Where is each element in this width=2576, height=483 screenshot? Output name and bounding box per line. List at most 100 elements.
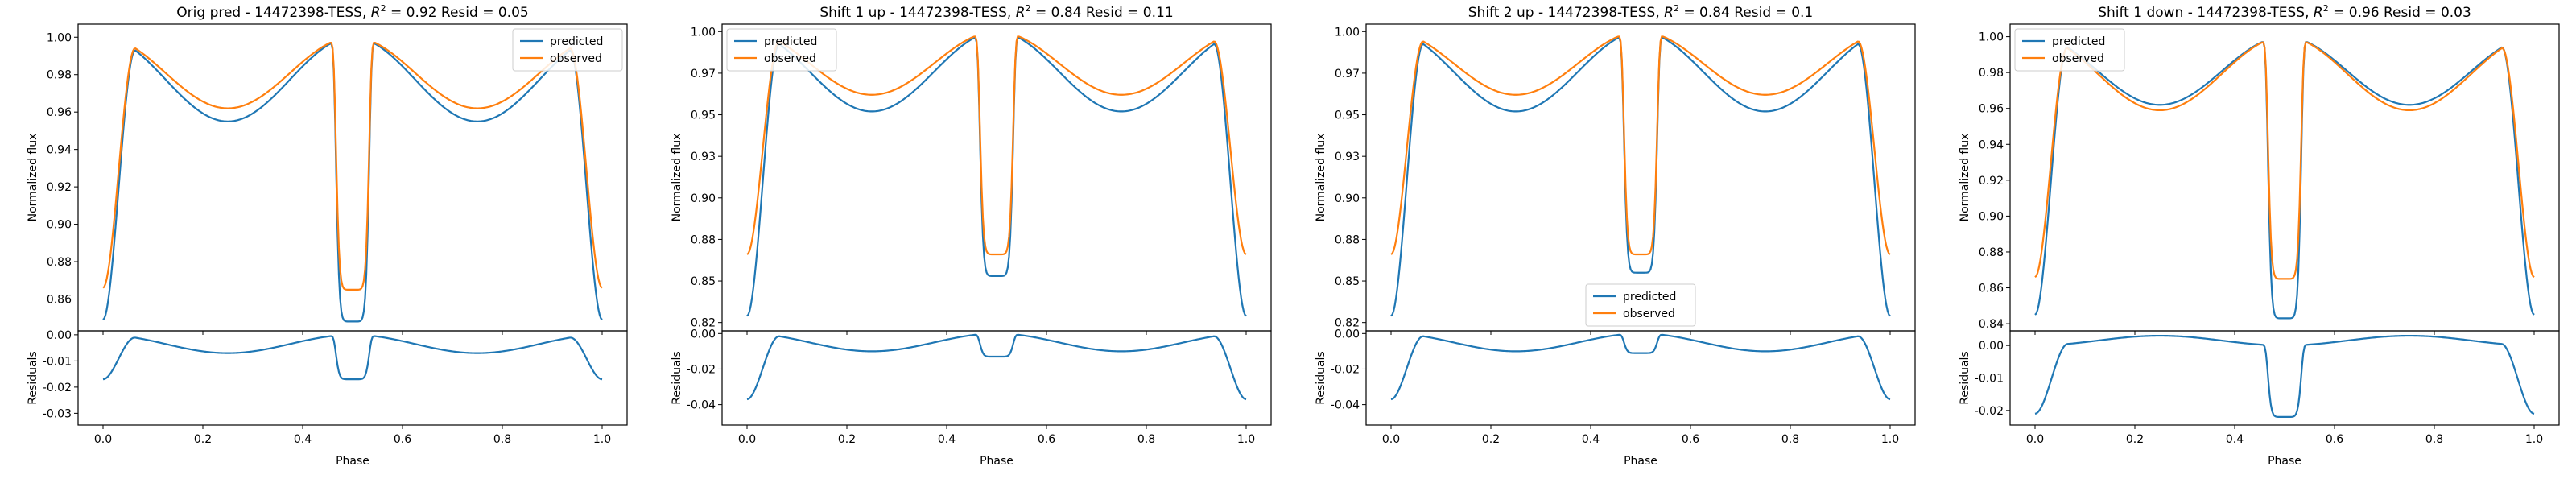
legend: predicted observed: [2014, 28, 2125, 72]
residual-line: [1390, 333, 1891, 401]
resid-ytick-label: -0.04: [1331, 399, 1360, 412]
flux-ytick-label: 1.00: [1979, 31, 2004, 44]
legend-label-predicted: predicted: [2052, 35, 2105, 48]
flux-ytick-label: 0.88: [1335, 233, 1360, 246]
chart-title: Orig pred - 14472398-TESS, R2 = 0.92 Res…: [176, 3, 528, 21]
flux-ytick-label: 0.93: [691, 151, 716, 163]
y-axis-label: Normalized flux: [1315, 134, 1327, 222]
xtick-label: 0.8: [1137, 433, 1155, 446]
xtick-label: 0.8: [2425, 433, 2443, 446]
flux-ytick-label: 0.88: [1979, 246, 2004, 259]
flux-ytick-label: 0.82: [691, 317, 716, 330]
flux-ytick-label: 0.97: [1335, 68, 1360, 80]
legend-box: [2014, 28, 2125, 72]
flux-ytick-label: 0.97: [691, 68, 716, 80]
flux-ytick-label: 0.94: [1979, 138, 2004, 151]
resid-ytick-label: -0.01: [43, 355, 72, 368]
resid-ytick-label: 0.00: [1979, 340, 2004, 353]
flux-ytick-label: 0.86: [47, 294, 72, 307]
flux-ytick-label: 1.00: [691, 26, 716, 39]
xtick-label: 0.6: [1682, 433, 1699, 446]
residual-axes-frame: [77, 330, 628, 426]
xtick-label: 0.2: [2126, 433, 2144, 446]
legend-label-predicted: predicted: [550, 35, 603, 48]
residual-axes-frame: [2009, 330, 2560, 426]
flux-ytick-label: 0.88: [691, 233, 716, 246]
series-line-observed: [102, 42, 603, 291]
resid-ytick-label: -0.01: [1975, 373, 2004, 386]
flux-ytick-label: 0.90: [691, 192, 716, 205]
resid-ytick-label: 0.00: [1335, 328, 1360, 341]
residual-axis-label: Residuals: [671, 351, 683, 404]
flux-ytick-label: 0.94: [47, 144, 72, 157]
flux-ytick-label: 0.90: [1335, 192, 1360, 205]
legend-label-observed: observed: [550, 52, 602, 65]
xtick-label: 0.4: [938, 433, 956, 446]
resid-ytick-label: -0.02: [687, 363, 716, 376]
flux-ytick-label: 0.90: [47, 219, 72, 232]
resid-ytick-label: -0.02: [1331, 363, 1360, 376]
flux-ytick-label: 0.92: [1979, 175, 2004, 188]
chart-panel-1: Orig pred - 14472398-TESS, R2 = 0.92 Res…: [27, 3, 628, 468]
series-line-predicted: [746, 36, 1247, 317]
residual-line: [2034, 334, 2535, 419]
xtick-label: 0.0: [1382, 433, 1400, 446]
xtick-label: 0.4: [294, 433, 312, 446]
xtick-label: 0.2: [1482, 433, 1500, 446]
xtick-label: 0.8: [493, 433, 511, 446]
flux-ytick-label: 0.98: [1979, 67, 2004, 80]
legend: predicted observed: [1585, 283, 1696, 327]
y-axis-label: Normalized flux: [1959, 134, 1971, 222]
series-line-observed: [746, 35, 1247, 256]
xtick-label: 1.0: [2525, 433, 2543, 446]
y-axis-label: Normalized flux: [27, 134, 39, 222]
legend-box: [1585, 283, 1696, 327]
x-axis-label: Phase: [1624, 455, 1657, 468]
xtick-label: 1.0: [593, 433, 611, 446]
flux-ytick-label: 0.84: [1979, 318, 2004, 331]
flux-ytick-label: 0.86: [1979, 283, 2004, 295]
series-line-predicted: [102, 43, 603, 323]
flux-ytick-label: 0.92: [47, 181, 72, 194]
xtick-label: 0.8: [1781, 433, 1799, 446]
resid-ytick-label: -0.02: [1975, 405, 2004, 418]
legend-box: [726, 28, 837, 72]
legend: predicted observed: [726, 28, 837, 72]
residual-axes-frame: [1365, 330, 1916, 426]
chart-panel-4: Shift 1 down - 14472398-TESS, R2 = 0.96 …: [1959, 3, 2560, 468]
chart-title: Shift 1 up - 14472398-TESS, R2 = 0.84 Re…: [819, 3, 1173, 21]
residual-axis-label: Residuals: [1959, 351, 1971, 404]
resid-ytick-label: -0.03: [43, 407, 72, 420]
residual-line: [746, 333, 1247, 401]
series-line-observed: [2034, 41, 2535, 280]
y-axis-label: Normalized flux: [671, 134, 683, 222]
xtick-label: 0.0: [94, 433, 112, 446]
flux-ytick-label: 0.98: [47, 69, 72, 82]
xtick-label: 1.0: [1881, 433, 1899, 446]
xtick-label: 0.6: [2326, 433, 2343, 446]
xtick-label: 0.0: [738, 433, 756, 446]
x-axis-label: Phase: [2268, 455, 2301, 468]
chart-panel-2: Shift 1 up - 14472398-TESS, R2 = 0.84 Re…: [671, 3, 1272, 468]
xtick-label: 0.2: [838, 433, 856, 446]
resid-ytick-label: 0.00: [47, 329, 72, 342]
flux-ytick-label: 1.00: [47, 31, 72, 44]
resid-ytick-label: -0.04: [687, 399, 716, 412]
residual-axis-label: Residuals: [27, 351, 39, 404]
legend-box: [512, 28, 623, 72]
flux-ytick-label: 0.96: [1979, 103, 2004, 116]
xtick-label: 0.2: [194, 433, 212, 446]
flux-ytick-label: 0.96: [47, 106, 72, 119]
xtick-label: 0.6: [1038, 433, 1055, 446]
legend-label-observed: observed: [764, 52, 816, 65]
x-axis-label: Phase: [336, 455, 369, 468]
xtick-label: 0.4: [1582, 433, 1600, 446]
flux-ytick-label: 0.85: [1335, 275, 1360, 288]
flux-ytick-label: 1.00: [1335, 26, 1360, 39]
residual-axis-label: Residuals: [1315, 351, 1327, 404]
legend-label-predicted: predicted: [764, 35, 817, 48]
flux-ytick-label: 0.95: [691, 109, 716, 122]
residual-line: [102, 335, 603, 381]
resid-ytick-label: -0.02: [43, 382, 72, 394]
x-axis-label: Phase: [980, 455, 1013, 468]
